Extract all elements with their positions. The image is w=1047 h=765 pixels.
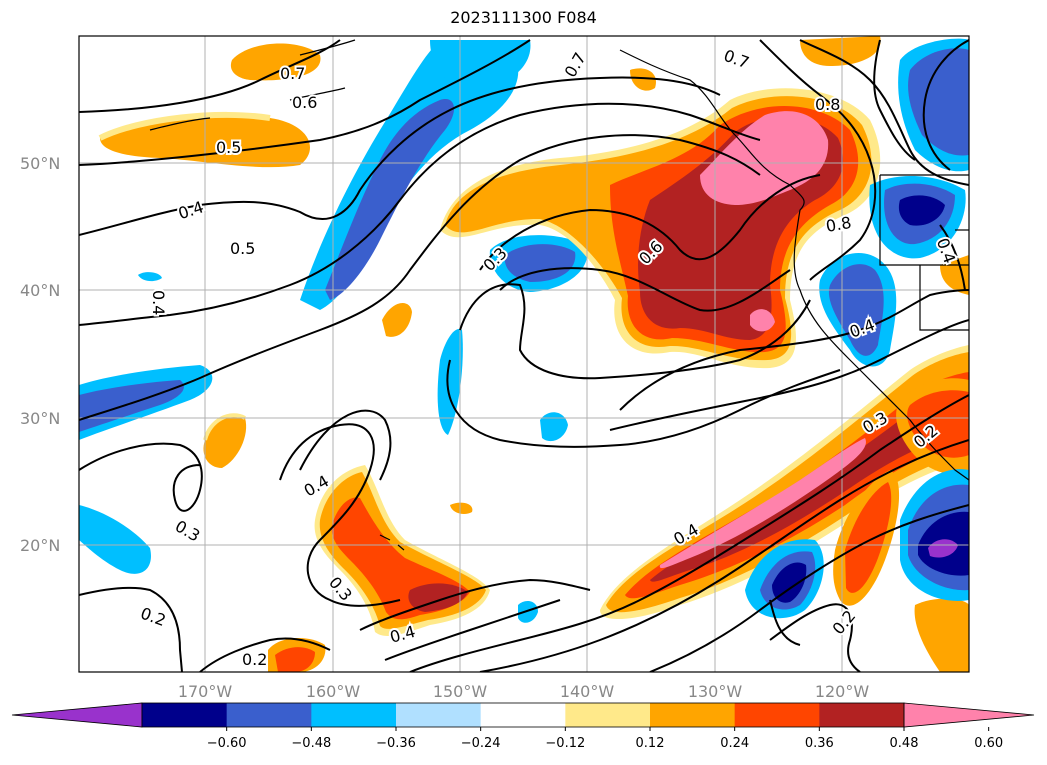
colorbar: −0.60 −0.48 −0.36 −0.24 −0.12 0.12 0.24 0.36 0.4… [11, 702, 1035, 751]
fill-lightblue-small-140w [540, 412, 568, 442]
fill-blue-center-140w [504, 244, 576, 282]
lon-label: 130°W [688, 682, 743, 701]
fill-blue-west-30n [79, 380, 184, 432]
colorbar-box [226, 703, 312, 727]
colorbar-tick-label: 0.48 [890, 736, 919, 751]
fill-pink-ne-small [750, 309, 775, 332]
colorbar-outline [141, 702, 905, 728]
map-frame [78, 35, 970, 673]
filled-anomaly-layer [79, 36, 969, 672]
fill-orange-top-left [230, 43, 321, 81]
fill-lightblue-top-center [430, 40, 531, 90]
contour-label: 0.7 [280, 64, 305, 83]
contour-label: 0.2 [242, 650, 267, 669]
colorbar-tick-label: −0.24 [461, 736, 501, 751]
fill-lightblue-small-170w [138, 272, 162, 282]
contour-label: 0.4 [149, 290, 168, 315]
fill-darkblue-se [772, 562, 807, 603]
lon-label: 150°W [433, 682, 488, 701]
lat-label: 50°N [20, 154, 60, 173]
colorbar-tick-label: 0.24 [720, 736, 749, 751]
contour-label: 0.5 [230, 239, 255, 258]
contour-label: 0.5 [216, 138, 241, 157]
colorbar-box [819, 703, 905, 727]
map-title: 2023111300 F084 [450, 8, 597, 27]
fill-blue-ne-top [908, 48, 969, 156]
fill-darkblue-idaho [898, 195, 945, 226]
longitude-labels: 170°W 160°W 150°W 140°W 130°W 120°W [178, 682, 870, 701]
fill-blue-band-160w [325, 99, 455, 300]
colorbar-tick-label: 0.60 [974, 736, 1003, 751]
fill-orange-bump-155w [382, 302, 412, 337]
colorbar-tick-label: 0.36 [805, 736, 834, 751]
colorbar-box [396, 703, 482, 727]
colorbar-extend-high [903, 702, 1035, 728]
contour-lines [79, 39, 969, 672]
fill-orange-lower-right [914, 598, 969, 672]
fill-orange-small-coast [630, 68, 656, 91]
fill-lightblue-west-20n [79, 505, 151, 574]
lat-label: 20°N [20, 536, 60, 555]
fill-blue-coast [828, 264, 884, 356]
lon-label: 160°W [306, 682, 361, 701]
fill-yellow-west-50n [98, 111, 271, 141]
lon-label: 170°W [178, 682, 233, 701]
colorbar-box [142, 703, 228, 727]
lat-label: 40°N [20, 281, 60, 300]
fill-red-bottom-left [275, 647, 315, 672]
lat-label: 30°N [20, 409, 60, 428]
colorbar-box [565, 703, 651, 727]
contour-label: 0.6 [292, 93, 317, 112]
colorbar-extend-low [11, 702, 143, 728]
fill-lightblue-small-20n [518, 600, 538, 623]
coastlines [149, 39, 969, 551]
fill-pink-sw-band [659, 438, 866, 569]
colorbar-tick-label: 0.12 [636, 736, 665, 751]
fill-orange-small-hawaii [450, 502, 473, 514]
fill-lightblue-thin-150w [437, 329, 463, 435]
fill-red-mexico [907, 390, 969, 458]
colorbar-box [311, 703, 397, 727]
latitude-labels: 50°N 40°N 30°N 20°N [20, 154, 60, 555]
colorbar-box [480, 703, 566, 727]
colorbar-tick-label: −0.60 [207, 736, 247, 751]
colorbar-box [734, 703, 820, 727]
colorbar-tick-label: −0.36 [376, 736, 416, 751]
fill-orange-top-right [800, 36, 881, 66]
lon-label: 120°W [815, 682, 870, 701]
fill-purple-far-se [928, 539, 958, 558]
fill-red-sw-finger [845, 482, 892, 593]
lon-label: 140°W [560, 682, 615, 701]
colorbar-tick-label: −0.12 [545, 736, 585, 751]
fill-orange-30n-west [203, 415, 247, 468]
contour-label: 0.8 [815, 95, 840, 114]
colorbar-tick-label: −0.48 [291, 736, 331, 751]
colorbar-box [650, 703, 736, 727]
